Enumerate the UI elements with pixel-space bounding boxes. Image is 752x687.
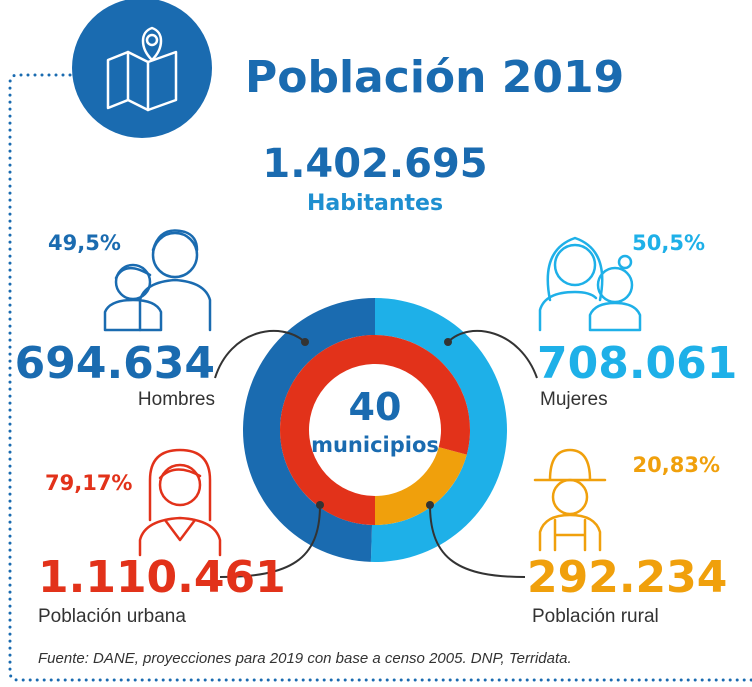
donut [242,298,507,562]
outer-segment [370,298,507,562]
rural-icon [533,448,607,552]
percent-label: 49,5% [48,231,121,255]
center-label: municipios [311,433,439,457]
group-label: Mujeres [540,389,608,410]
connectors [214,329,538,578]
icon-circle [72,0,212,138]
inner-segment [280,335,470,525]
count: 694.634 [15,338,215,389]
count: 292.234 [527,552,727,603]
dotted-border [8,73,752,682]
center-value: 40 [349,385,402,429]
count: 1.110.461 [38,552,286,603]
map-icon [106,26,178,112]
percent-label: 20,83% [633,453,720,477]
inner-segment [375,447,467,525]
men-icon [103,229,212,332]
title: Población 2019 [245,52,624,103]
group-label: Población urbana [38,606,186,627]
group-label: Población rural [532,606,659,627]
percent-label: 79,17% [45,471,132,495]
total-label: Habitantes [307,191,443,216]
total-value: 1.402.695 [262,141,487,187]
count: 708.061 [537,338,737,389]
connector-dots [301,338,452,509]
group-label: Hombres [138,389,215,410]
footnote: Fuente: DANE, proyecciones para 2019 con… [38,650,572,667]
urban-icon [138,448,222,557]
women-icon [538,236,642,332]
percent-label: 50,5% [632,231,705,255]
outer-segment [242,298,375,562]
